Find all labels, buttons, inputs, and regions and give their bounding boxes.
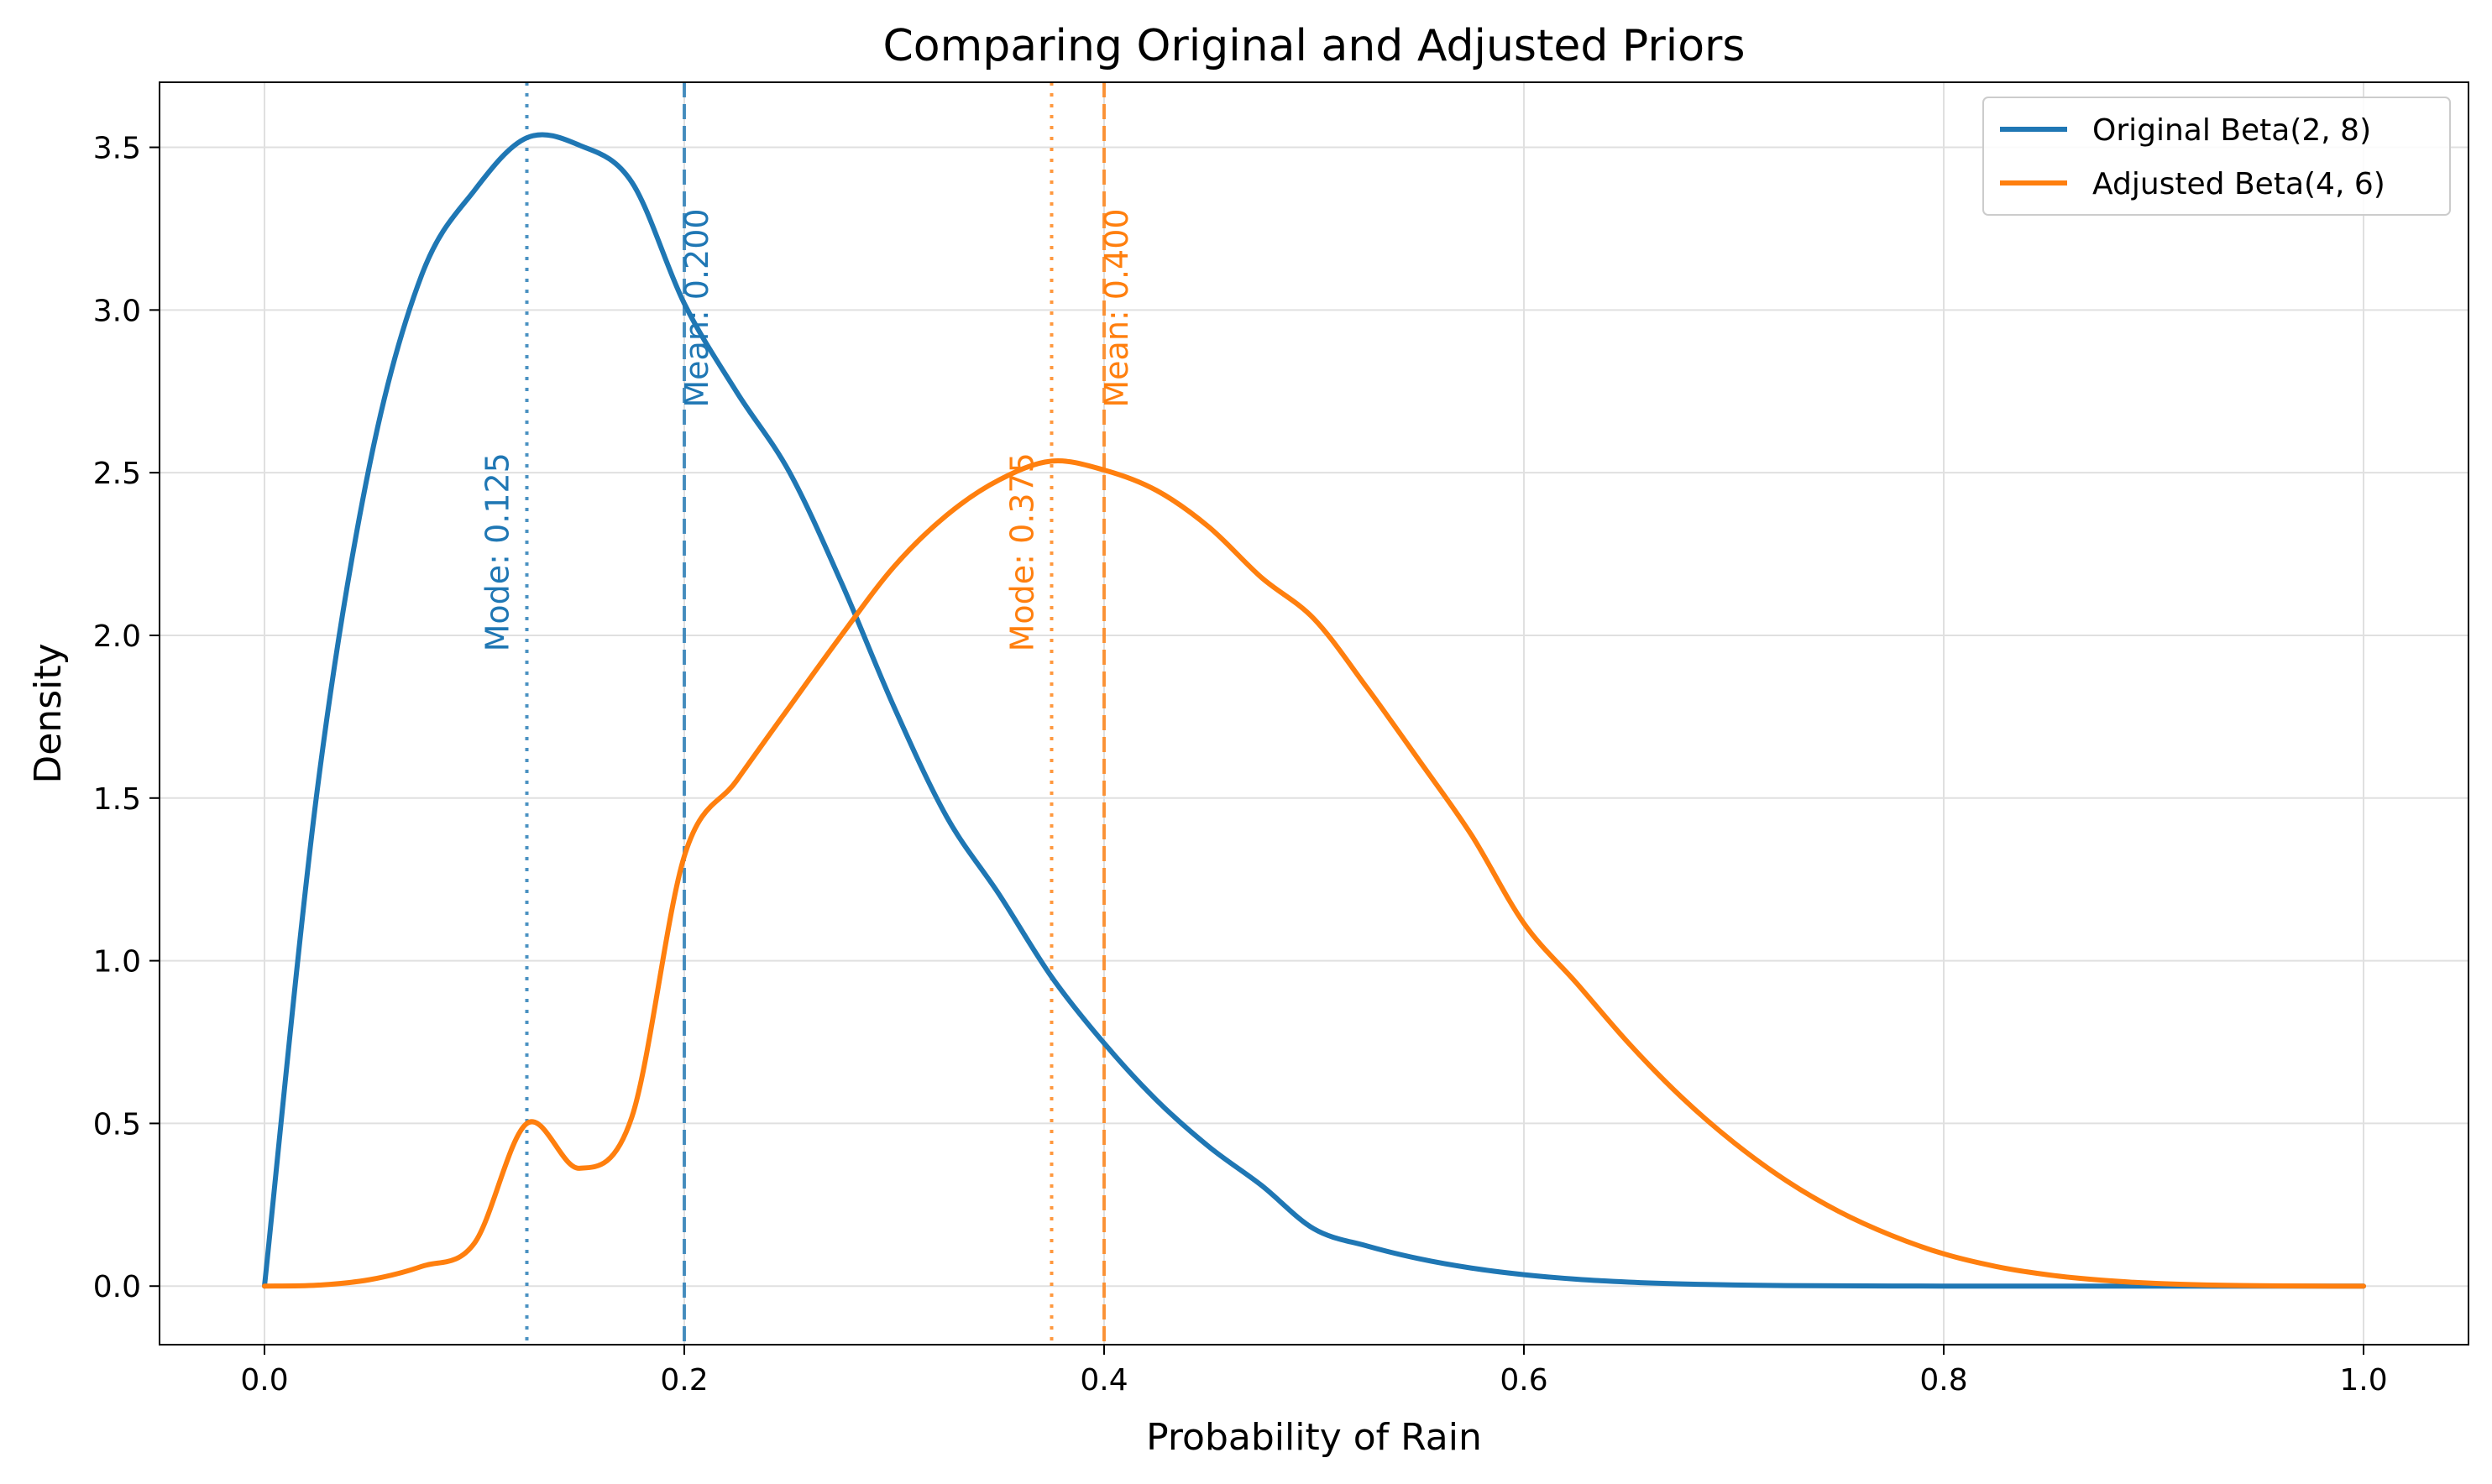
x-tick-label: 1.0 — [2339, 1363, 2387, 1398]
plot-frame — [159, 81, 2469, 1346]
legend-box — [1982, 97, 2451, 216]
x-tick-label: 0.4 — [1080, 1363, 1128, 1398]
x-tick-label: 0.8 — [1919, 1363, 1967, 1398]
y-axis-ticks: 0.0 0.5 1.0 1.5 2.0 2.5 3.0 3.5 — [93, 132, 160, 1304]
y-tick-label: 3.5 — [93, 132, 141, 166]
x-tick-label: 0.2 — [660, 1363, 708, 1398]
mode-annotation: Mode: 0.125 — [479, 452, 516, 651]
mode-annotation: Mode: 0.375 — [1004, 452, 1041, 651]
series-line-0 — [262, 132, 2366, 1289]
y-axis-label: Density — [27, 643, 70, 783]
annotations: Mode: 0.125 Mean: 0.200 Mode: 0.375 Mean: 0… — [479, 208, 1136, 651]
x-tick-label: 0.0 — [240, 1363, 288, 1398]
y-tick-label: 2.0 — [93, 619, 141, 654]
series-line-1 — [262, 458, 2366, 1289]
y-tick-label: 0.5 — [93, 1107, 141, 1142]
y-tick-label: 1.5 — [93, 782, 141, 817]
mean-annotation: Mean: 0.200 — [678, 208, 715, 407]
reference-lines — [525, 82, 1106, 1345]
mean-annotation: Mean: 0.400 — [1098, 208, 1135, 407]
chart-title: Comparing Original and Adjusted Priors — [883, 21, 1746, 71]
y-tick-label: 0.0 — [93, 1270, 141, 1304]
x-axis-label: Probability of Rain — [1146, 1416, 1482, 1459]
legend-label: Original Beta(2, 8) — [2092, 113, 2371, 148]
legend: Original Beta(2, 8) Adjusted Beta(4, 6) — [1982, 97, 2451, 216]
y-tick-label: 1.0 — [93, 945, 141, 980]
y-tick-label: 2.5 — [93, 457, 141, 491]
x-axis-ticks: 0.0 0.2 0.4 0.6 0.8 1.0 — [240, 1345, 2388, 1398]
y-tick-label: 3.0 — [93, 294, 141, 328]
series-lines — [262, 132, 2366, 1289]
legend-label: Adjusted Beta(4, 6) — [2092, 167, 2385, 201]
x-tick-label: 0.6 — [1500, 1363, 1547, 1398]
